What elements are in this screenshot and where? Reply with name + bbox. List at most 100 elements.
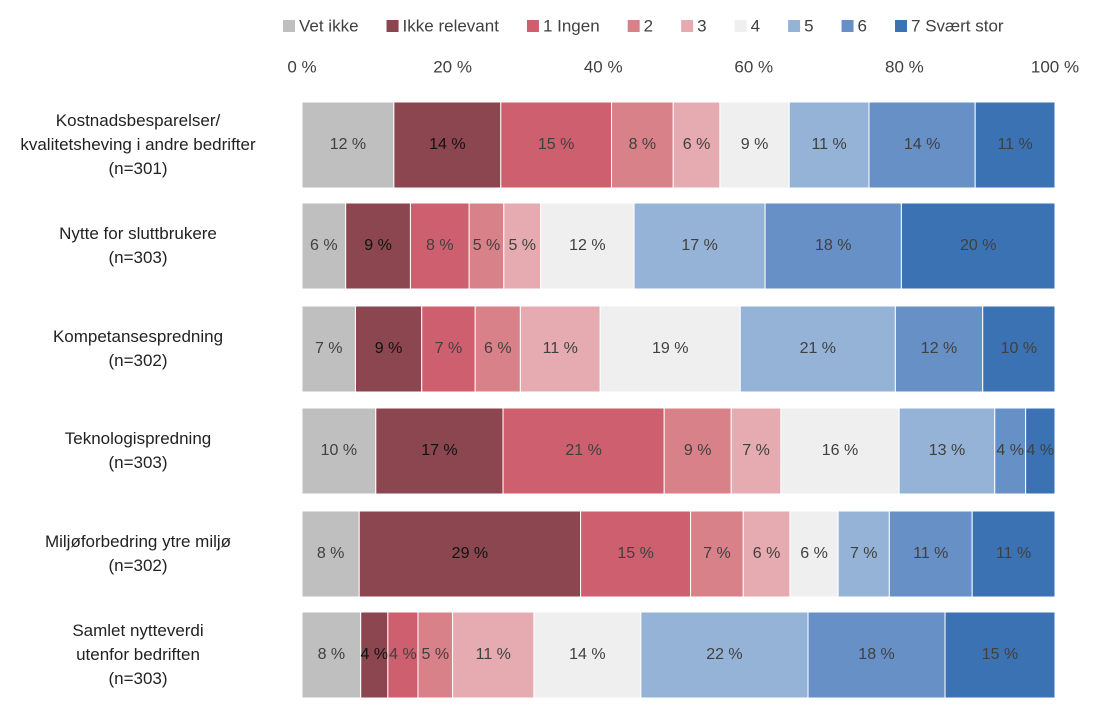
data-label: 20 % (960, 237, 996, 254)
bar-segment (780, 407, 900, 495)
data-label: 17 % (421, 442, 457, 459)
bar-segment (360, 611, 389, 699)
legend-swatch (734, 20, 747, 32)
data-label: 11 % (543, 340, 578, 357)
data-label: 7 % (435, 340, 463, 357)
data-label: 7 % (315, 340, 343, 357)
data-label: 14 % (569, 646, 605, 663)
bar-segment (533, 611, 642, 699)
bar-segment (540, 202, 635, 290)
legend-label: 1 Ingen (543, 16, 600, 35)
data-label: 4 % (360, 646, 388, 663)
data-label: 11 % (476, 646, 511, 663)
bar-segment (301, 101, 395, 189)
bar-segment (719, 101, 790, 189)
data-label: 8 % (426, 237, 454, 254)
data-label: 9 % (375, 340, 403, 357)
data-label: 15 % (617, 545, 653, 562)
data-label: 18 % (858, 646, 894, 663)
bar-segment (393, 101, 502, 189)
data-label: 11 % (811, 136, 846, 153)
legend-label: 3 (697, 16, 706, 35)
data-label: 22 % (706, 646, 742, 663)
bar-segment (807, 611, 946, 699)
data-label: 14 % (904, 136, 940, 153)
bar-segment (503, 202, 542, 290)
bar-segment (742, 510, 791, 598)
data-label: 8 % (629, 136, 657, 153)
bar-segment (944, 611, 1056, 699)
legend-label: 4 (751, 16, 760, 35)
bar-segment (672, 101, 721, 189)
bar-segment (610, 101, 674, 189)
legend-swatch (895, 20, 908, 32)
data-label: 6 % (753, 545, 781, 562)
data-label: 13 % (929, 442, 965, 459)
legend-label: 5 (804, 16, 813, 35)
legend-swatch (681, 20, 694, 32)
data-label: 4 % (389, 646, 417, 663)
legend-label: 6 (858, 16, 867, 35)
data-label: 11 % (996, 545, 1031, 562)
data-label: 9 % (684, 442, 712, 459)
data-label: 8 % (317, 545, 345, 562)
bar-segment (788, 101, 870, 189)
data-label: 16 % (822, 442, 858, 459)
legend-label: Ikke relevant (403, 16, 500, 35)
data-label: 11 % (997, 136, 1032, 153)
legend-label: 2 (644, 16, 653, 35)
category-label: Kostnadsbesparelser/ kvalitetsheving i a… (20, 111, 256, 178)
category-label: Teknologispredning (n=303) (64, 429, 212, 472)
bar-segment (358, 510, 582, 598)
legend-swatch (788, 20, 801, 32)
bar-segment (764, 202, 902, 290)
category-label: Kompetansespredning (n=302) (52, 327, 224, 370)
x-tick-label: 80 % (885, 57, 924, 76)
data-label: 9 % (741, 136, 769, 153)
bar-segment (894, 305, 984, 393)
bar-segment (1025, 407, 1056, 495)
data-label: 21 % (565, 442, 601, 459)
data-label: 12 % (921, 340, 957, 357)
data-label: 29 % (452, 545, 488, 562)
data-label: 11 % (913, 545, 948, 562)
data-label: 12 % (569, 237, 605, 254)
data-label: 15 % (538, 136, 574, 153)
bar-segment (421, 305, 476, 393)
x-tick-label: 20 % (433, 57, 472, 76)
data-label: 4 % (996, 442, 1024, 459)
bar-segment (345, 202, 411, 290)
x-tick-label: 100 % (1031, 57, 1079, 76)
legend-swatch (386, 20, 399, 32)
data-label: 4 % (1027, 442, 1055, 459)
bar-segment (868, 101, 976, 189)
data-label: 14 % (429, 136, 465, 153)
x-tick-label: 40 % (584, 57, 623, 76)
legend-swatch (526, 20, 539, 32)
category-label: Nytte for sluttbrukere (n=303) (59, 224, 217, 267)
data-label: 9 % (364, 237, 392, 254)
legend-swatch (283, 20, 295, 32)
x-tick-label: 0 % (287, 57, 316, 76)
bar-segment (888, 510, 973, 598)
bar-segment (500, 101, 612, 189)
data-label: 10 % (1001, 340, 1037, 357)
category-label: Samlet nytteverdi utenfor bedriften (n=3… (72, 621, 204, 688)
bar-segment (354, 305, 423, 393)
bar-segment (301, 305, 356, 393)
bar-segment (739, 305, 896, 393)
data-label: 7 % (850, 545, 878, 562)
data-label: 18 % (815, 237, 851, 254)
bar-segment (417, 611, 454, 699)
bar-segment (301, 202, 347, 290)
data-label: 5 % (508, 237, 536, 254)
bar-segment (599, 305, 741, 393)
data-label: 15 % (982, 646, 1018, 663)
bar-segment (789, 510, 839, 598)
data-label: 6 % (310, 237, 338, 254)
bar-segment (971, 510, 1056, 598)
bar-segment (690, 510, 744, 598)
bar-segment (898, 407, 996, 495)
data-label: 19 % (652, 340, 688, 357)
